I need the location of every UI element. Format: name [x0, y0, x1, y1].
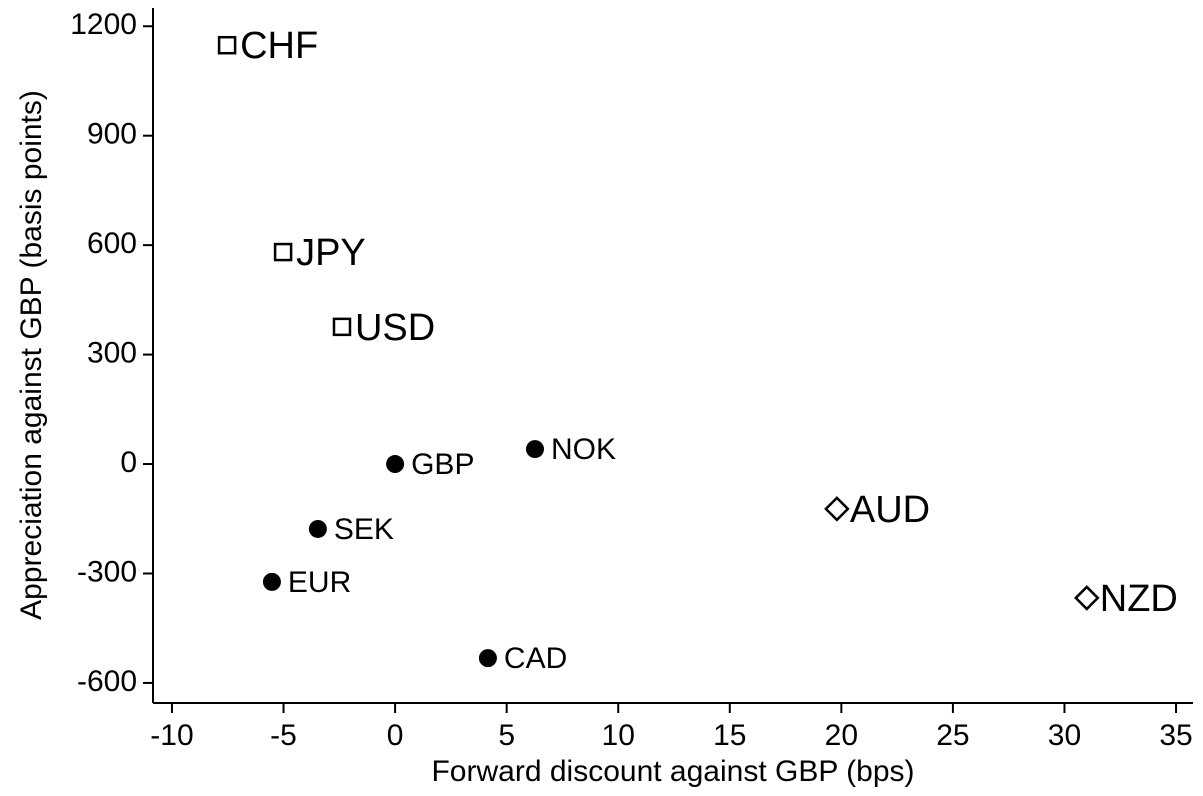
x-tick-label: 15 [713, 719, 746, 752]
x-tick-label: 30 [1048, 719, 1081, 752]
x-tick-label: 20 [825, 719, 858, 752]
y-tick-label: -300 [77, 555, 137, 588]
y-tick-label: 1200 [70, 8, 137, 41]
x-tick-label: 5 [498, 719, 515, 752]
point-label: CAD [504, 642, 567, 675]
point-label: NOK [551, 433, 616, 466]
x-tick-label: 25 [936, 719, 969, 752]
point-label: USD [355, 307, 435, 349]
point-diamond [824, 496, 850, 522]
x-tick-label: -5 [270, 719, 297, 752]
x-tick-label: -10 [150, 719, 193, 752]
point-label: NZD [1100, 578, 1178, 620]
x-axis-title: Forward discount against GBP (bps) [431, 755, 914, 788]
point-circle [262, 572, 281, 591]
point-circle [386, 455, 405, 474]
y-axis-title: Appreciation against GBP (basis points) [15, 90, 48, 620]
x-tick-label: 10 [602, 719, 635, 752]
point-label: SEK [334, 513, 394, 546]
point-label: CHF [240, 25, 318, 67]
y-tick-label: 300 [87, 337, 137, 370]
y-tick-label: 900 [87, 118, 137, 151]
point-label: EUR [288, 566, 351, 599]
point-square [273, 242, 293, 262]
point-square [217, 35, 237, 55]
point-circle [478, 649, 497, 668]
y-tick-label: 0 [120, 446, 137, 479]
point-label: GBP [411, 448, 474, 481]
point-label: AUD [850, 489, 930, 531]
y-tick-label: -600 [77, 665, 137, 698]
point-circle [525, 440, 544, 459]
x-tick-label: 35 [1159, 719, 1192, 752]
y-tick-label: 600 [87, 227, 137, 260]
point-diamond [1074, 585, 1100, 611]
x-tick-label: 0 [387, 719, 404, 752]
point-label: JPY [296, 232, 366, 274]
point-circle [308, 519, 327, 538]
point-square [332, 317, 352, 337]
